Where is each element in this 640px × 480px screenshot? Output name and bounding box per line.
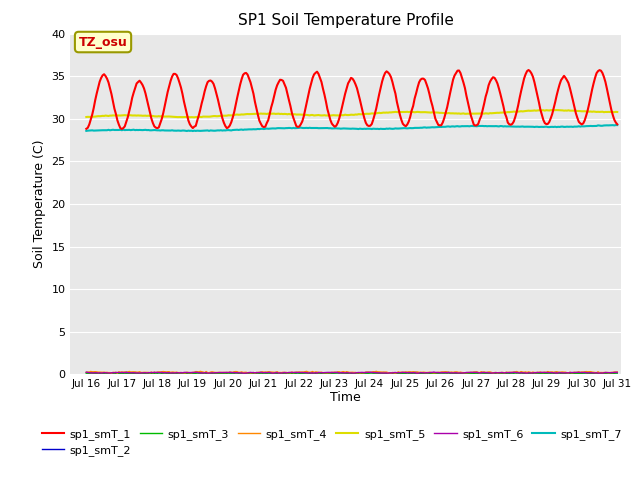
sp1_smT_3 xyxy=(259,371,266,376)
sp1_smT_4 xyxy=(242,370,250,375)
sp1_smT_6 xyxy=(83,369,90,375)
sp1_smT_5 xyxy=(269,111,276,117)
sp1_smT_7 xyxy=(586,123,593,129)
Line: sp1_smT_3: sp1_smT_3 xyxy=(86,373,617,374)
sp1_smT_2 xyxy=(148,370,156,376)
sp1_smT_1 xyxy=(269,99,276,105)
sp1_smT_1 xyxy=(83,126,90,132)
sp1_smT_4 xyxy=(113,370,121,376)
sp1_smT_5 xyxy=(191,114,198,120)
sp1_smT_6 xyxy=(268,370,275,376)
sp1_smT_2 xyxy=(355,371,362,376)
sp1_smT_2 xyxy=(613,370,621,376)
sp1_smT_7 xyxy=(260,126,268,132)
sp1_smT_2 xyxy=(241,370,248,376)
sp1_smT_2 xyxy=(587,370,595,375)
Line: sp1_smT_7: sp1_smT_7 xyxy=(86,125,617,131)
sp1_smT_3 xyxy=(83,370,90,376)
Line: sp1_smT_1: sp1_smT_1 xyxy=(86,70,617,129)
sp1_smT_2 xyxy=(517,369,525,375)
sp1_smT_4 xyxy=(613,369,621,375)
Line: sp1_smT_5: sp1_smT_5 xyxy=(86,110,617,117)
sp1_smT_5 xyxy=(242,111,250,117)
sp1_smT_6 xyxy=(148,370,156,375)
sp1_smT_6 xyxy=(259,370,266,375)
sp1_smT_3 xyxy=(613,370,621,376)
sp1_smT_5 xyxy=(613,109,621,115)
sp1_smT_2 xyxy=(315,371,323,376)
sp1_smT_7 xyxy=(83,128,90,134)
sp1_smT_3 xyxy=(515,370,522,376)
Y-axis label: Soil Temperature (C): Soil Temperature (C) xyxy=(33,140,46,268)
sp1_smT_7 xyxy=(242,127,250,132)
sp1_smT_5 xyxy=(83,114,90,120)
Line: sp1_smT_6: sp1_smT_6 xyxy=(86,372,617,373)
sp1_smT_3 xyxy=(241,371,248,376)
sp1_smT_5 xyxy=(316,112,324,118)
sp1_smT_4 xyxy=(316,370,324,375)
sp1_smT_3 xyxy=(148,370,156,376)
sp1_smT_2 xyxy=(83,370,90,375)
sp1_smT_7 xyxy=(316,125,324,131)
sp1_smT_3 xyxy=(315,371,323,376)
sp1_smT_2 xyxy=(268,370,275,376)
sp1_smT_3 xyxy=(268,370,275,376)
sp1_smT_4 xyxy=(269,369,276,375)
sp1_smT_6 xyxy=(414,371,422,376)
sp1_smT_5 xyxy=(548,107,556,113)
sp1_smT_6 xyxy=(430,369,438,375)
sp1_smT_7 xyxy=(613,122,621,128)
Text: TZ_osu: TZ_osu xyxy=(79,36,127,48)
sp1_smT_7 xyxy=(148,127,156,133)
sp1_smT_5 xyxy=(260,111,268,117)
X-axis label: Time: Time xyxy=(330,391,361,404)
Line: sp1_smT_2: sp1_smT_2 xyxy=(86,372,617,373)
Line: sp1_smT_4: sp1_smT_4 xyxy=(86,372,617,373)
sp1_smT_1 xyxy=(316,75,324,81)
sp1_smT_1 xyxy=(242,70,250,76)
sp1_smT_1 xyxy=(525,67,532,73)
sp1_smT_3 xyxy=(463,371,470,377)
sp1_smT_6 xyxy=(587,370,595,376)
sp1_smT_4 xyxy=(587,369,595,374)
sp1_smT_4 xyxy=(260,369,268,375)
sp1_smT_1 xyxy=(118,126,125,132)
sp1_smT_4 xyxy=(372,369,380,374)
sp1_smT_7 xyxy=(612,122,620,128)
Title: SP1 Soil Temperature Profile: SP1 Soil Temperature Profile xyxy=(237,13,454,28)
sp1_smT_1 xyxy=(587,94,595,99)
sp1_smT_2 xyxy=(259,370,266,375)
sp1_smT_1 xyxy=(260,124,268,130)
sp1_smT_1 xyxy=(613,121,621,127)
sp1_smT_4 xyxy=(149,370,157,375)
sp1_smT_7 xyxy=(269,126,276,132)
sp1_smT_5 xyxy=(148,113,156,119)
sp1_smT_6 xyxy=(315,370,323,375)
Legend: sp1_smT_1, sp1_smT_2, sp1_smT_3, sp1_smT_4, sp1_smT_5, sp1_smT_6, sp1_smT_7: sp1_smT_1, sp1_smT_2, sp1_smT_3, sp1_smT… xyxy=(37,424,626,460)
sp1_smT_3 xyxy=(587,371,595,377)
sp1_smT_4 xyxy=(83,370,90,375)
sp1_smT_1 xyxy=(149,120,157,126)
sp1_smT_6 xyxy=(241,370,248,376)
sp1_smT_5 xyxy=(587,108,595,114)
sp1_smT_7 xyxy=(189,128,196,134)
sp1_smT_6 xyxy=(613,370,621,375)
